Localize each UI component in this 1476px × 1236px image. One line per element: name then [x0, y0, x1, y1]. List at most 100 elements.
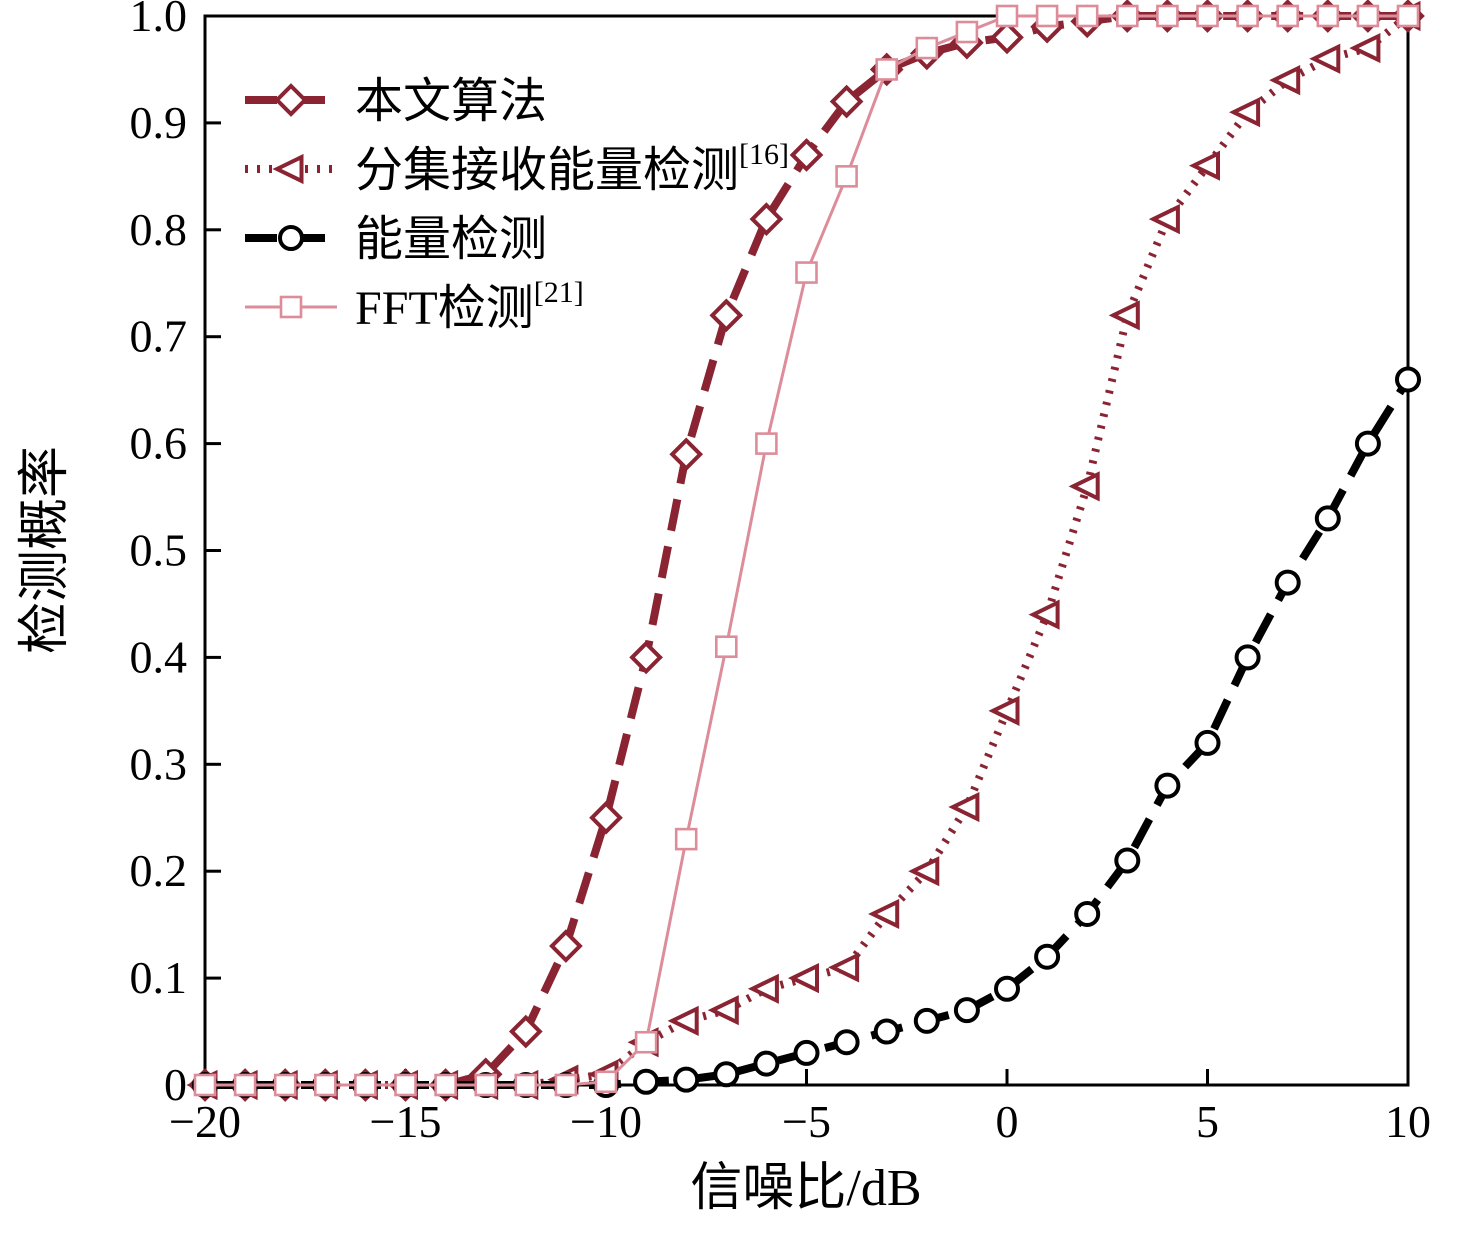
- y-tick-label: 0.4: [130, 631, 188, 682]
- circle-marker-icon: [1234, 644, 1261, 671]
- circle-marker-icon: [913, 1007, 940, 1034]
- x-tick-label: −15: [370, 1096, 442, 1147]
- diamond-marker-icon: [589, 800, 623, 835]
- y-tick-label: 0.1: [130, 952, 188, 1003]
- triangle-left-marker-icon: [868, 898, 900, 930]
- x-axis-label: 信噪比/dB: [690, 1160, 921, 1217]
- circle-marker-icon: [833, 1029, 860, 1056]
- legend-entry: 能量检测: [245, 213, 547, 266]
- square-marker-icon: [1276, 4, 1299, 28]
- square-marker-icon: [634, 1030, 658, 1054]
- square-marker-icon: [1396, 4, 1420, 28]
- circle-marker-icon: [633, 1068, 660, 1095]
- square-marker-icon: [915, 36, 939, 60]
- diamond-marker-icon: [749, 202, 784, 236]
- y-tick-label: 0.5: [130, 525, 188, 576]
- triangle-left-marker-icon: [1148, 204, 1180, 235]
- square-marker-icon: [1236, 4, 1259, 28]
- y-tick-label: 0.7: [130, 311, 188, 362]
- square-marker-icon: [875, 58, 899, 81]
- circle-marker-icon: [278, 225, 304, 251]
- square-marker-icon: [674, 827, 698, 851]
- x-tick-label: 10: [1385, 1096, 1431, 1147]
- square-marker-icon: [354, 1073, 377, 1097]
- x-tick-label: 0: [996, 1096, 1019, 1147]
- circle-marker-icon: [1194, 729, 1221, 756]
- square-marker-icon: [1035, 4, 1059, 28]
- circle-marker-icon: [713, 1061, 740, 1088]
- y-tick-label: 0.9: [130, 97, 188, 148]
- diamond-marker-icon: [549, 929, 583, 963]
- circle-marker-icon: [994, 975, 1020, 1002]
- circle-marker-icon: [673, 1066, 700, 1093]
- triangle-left-marker-icon: [1269, 65, 1301, 96]
- triangle-left-marker-icon: [667, 1005, 699, 1036]
- triangle-left-marker-icon: [787, 963, 819, 994]
- square-marker-icon: [394, 1073, 417, 1097]
- circle-marker-icon: [1074, 900, 1101, 927]
- circle-marker-icon: [1314, 505, 1341, 532]
- circle-marker-icon: [1354, 430, 1381, 457]
- circle-marker-icon: [873, 1018, 900, 1045]
- square-marker-icon: [835, 165, 858, 188]
- y-tick-label: 0: [164, 1059, 187, 1110]
- square-marker-icon: [1196, 4, 1219, 28]
- diamond-marker-icon: [669, 437, 704, 472]
- circle-marker-icon: [1274, 569, 1301, 596]
- square-marker-icon: [594, 1070, 618, 1094]
- triangle-left-marker-icon: [1309, 43, 1341, 74]
- square-marker-icon: [995, 4, 1019, 28]
- legend-label-superscript: [16]: [739, 138, 789, 171]
- x-tick-label: −10: [570, 1096, 642, 1147]
- circle-marker-icon: [953, 997, 980, 1024]
- legend-label: 能量检测: [355, 213, 547, 266]
- y-tick-label: 0.8: [130, 204, 188, 255]
- square-marker-icon: [514, 1073, 538, 1097]
- circle-marker-icon: [1395, 366, 1421, 393]
- diamond-marker-icon: [709, 298, 744, 333]
- square-marker-icon: [1116, 4, 1139, 28]
- square-marker-icon: [714, 635, 738, 659]
- triangle-left-marker-icon: [1229, 97, 1261, 128]
- square-marker-icon: [193, 1073, 217, 1097]
- legend-entry: 分集接收能量检测[16]: [245, 138, 789, 197]
- x-tick-label: 5: [1196, 1096, 1219, 1147]
- square-marker-icon: [1316, 4, 1340, 28]
- square-marker-icon: [233, 1073, 257, 1097]
- square-marker-icon: [279, 295, 303, 319]
- square-marker-icon: [955, 20, 979, 44]
- square-marker-icon: [795, 261, 818, 284]
- square-marker-icon: [1356, 4, 1380, 28]
- square-marker-icon: [1156, 4, 1179, 28]
- square-marker-icon: [1075, 4, 1099, 28]
- triangle-left-marker-icon: [828, 952, 860, 983]
- triangle-left-marker-icon: [1028, 599, 1060, 630]
- diamond-marker-icon: [990, 20, 1024, 55]
- triangle-left-marker-icon: [272, 153, 304, 185]
- square-marker-icon: [273, 1073, 297, 1097]
- triangle-left-marker-icon: [747, 973, 779, 1004]
- circle-marker-icon: [1154, 772, 1181, 799]
- diamond-marker-icon: [274, 83, 308, 117]
- square-marker-icon: [755, 432, 778, 455]
- triangle-left-marker-icon: [988, 695, 1020, 726]
- y-tick-label: 0.2: [130, 845, 188, 896]
- legend-entry: FFT检测[21]: [245, 276, 584, 335]
- square-marker-icon: [434, 1073, 457, 1097]
- circle-marker-icon: [1114, 847, 1141, 874]
- triangle-left-marker-icon: [948, 791, 980, 823]
- y-tick-label: 1.0: [130, 0, 188, 41]
- square-marker-icon: [554, 1073, 578, 1097]
- x-tick-label: −20: [169, 1096, 241, 1147]
- circle-marker-icon: [753, 1050, 780, 1077]
- square-marker-icon: [313, 1073, 337, 1097]
- diamond-marker-icon: [829, 84, 864, 119]
- triangle-left-marker-icon: [707, 995, 739, 1026]
- diamond-marker-icon: [629, 640, 663, 675]
- y-axis-label: 检测概率: [17, 446, 74, 654]
- legend-label: 分集接收能量检测[16]: [355, 138, 789, 197]
- triangle-left-marker-icon: [1349, 32, 1381, 64]
